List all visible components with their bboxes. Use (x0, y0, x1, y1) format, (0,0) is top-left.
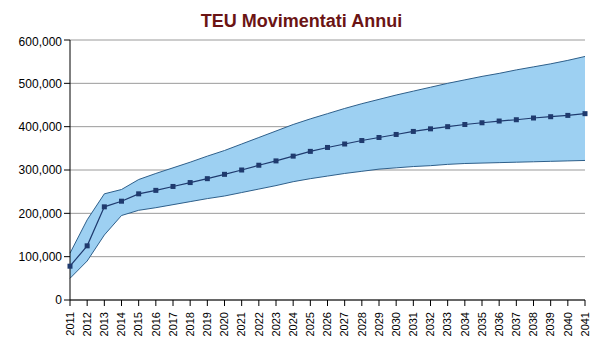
svg-text:2037: 2037 (510, 312, 522, 336)
svg-text:300,000: 300,000 (19, 163, 63, 177)
svg-text:2021: 2021 (235, 312, 247, 336)
svg-text:400,000: 400,000 (19, 120, 63, 134)
svg-text:2022: 2022 (253, 312, 265, 336)
svg-text:2040: 2040 (562, 312, 574, 336)
svg-text:2030: 2030 (390, 312, 402, 336)
svg-text:2036: 2036 (493, 312, 505, 336)
svg-text:2019: 2019 (201, 312, 213, 336)
svg-text:2014: 2014 (115, 312, 127, 336)
svg-text:2025: 2025 (304, 312, 316, 336)
svg-text:2017: 2017 (167, 312, 179, 336)
svg-text:2038: 2038 (527, 312, 539, 336)
svg-text:0: 0 (55, 293, 62, 307)
svg-text:2028: 2028 (356, 312, 368, 336)
svg-text:2015: 2015 (132, 312, 144, 336)
svg-text:100,000: 100,000 (19, 250, 63, 264)
svg-text:2013: 2013 (98, 312, 110, 336)
svg-text:2041: 2041 (579, 312, 591, 336)
svg-text:2023: 2023 (270, 312, 282, 336)
svg-text:2026: 2026 (321, 312, 333, 336)
svg-text:2032: 2032 (424, 312, 436, 336)
svg-text:2018: 2018 (184, 312, 196, 336)
svg-text:2035: 2035 (476, 312, 488, 336)
svg-text:2020: 2020 (218, 312, 230, 336)
svg-text:2039: 2039 (544, 312, 556, 336)
html-text:TEU Movimentati Annui: TEU Movimentati Annui (200, 11, 403, 31)
svg-text:2033: 2033 (441, 312, 453, 336)
svg-text:2031: 2031 (407, 312, 419, 336)
svg-text:500,000: 500,000 (19, 77, 63, 91)
svg-text:2016: 2016 (150, 312, 162, 336)
svg-text:2012: 2012 (81, 312, 93, 336)
svg-text:2034: 2034 (459, 312, 471, 336)
svg-text:2029: 2029 (373, 312, 385, 336)
svg-text:2024: 2024 (287, 312, 299, 336)
svg-text:600,000: 600,000 (19, 35, 63, 49)
svg-text:2027: 2027 (338, 312, 350, 336)
svg-text:200,000: 200,000 (19, 207, 63, 221)
svg-text:2011: 2011 (64, 312, 76, 336)
